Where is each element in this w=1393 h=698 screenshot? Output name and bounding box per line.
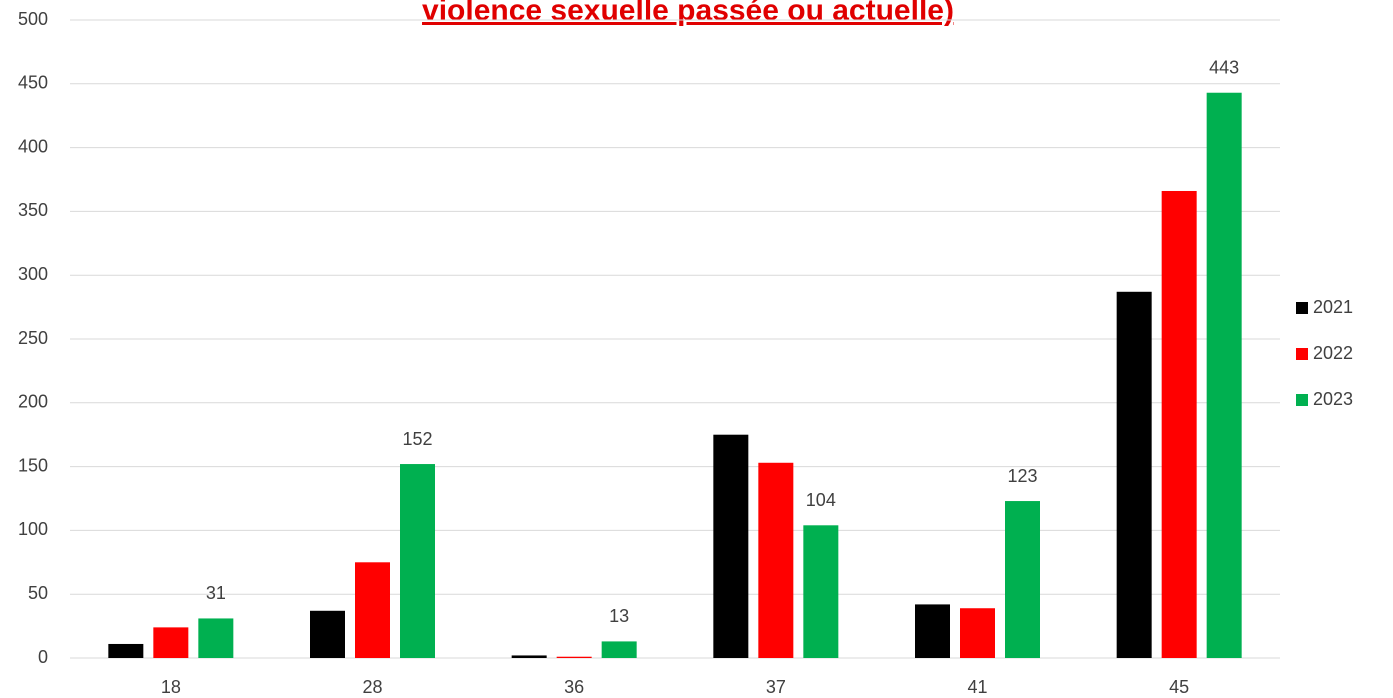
bar [355, 562, 390, 658]
x-tick-label: 45 [1169, 677, 1189, 697]
y-tick-label: 250 [18, 328, 48, 348]
legend-swatch [1296, 302, 1308, 314]
x-tick-label: 41 [967, 677, 987, 697]
data-label: 123 [1007, 466, 1037, 486]
y-tick-label: 450 [18, 73, 48, 93]
data-label: 152 [402, 429, 432, 449]
y-tick-label: 350 [18, 200, 48, 220]
legend-label: 2021 [1313, 297, 1353, 317]
data-label: 13 [609, 606, 629, 626]
y-tick-label: 400 [18, 136, 48, 156]
chart-title: violence sexuelle passée ou actuelle) [422, 0, 954, 27]
data-label: 31 [206, 583, 226, 603]
bar [960, 608, 995, 658]
bar [108, 643, 144, 658]
y-tick-label: 50 [28, 583, 48, 603]
bar [713, 434, 749, 658]
x-tick-label: 28 [362, 677, 382, 697]
bar [915, 604, 950, 658]
bar [758, 462, 794, 658]
data-label: 443 [1209, 57, 1239, 77]
bar [556, 656, 592, 658]
bar [1161, 190, 1197, 658]
y-tick-label: 150 [18, 455, 48, 475]
x-tick-label: 36 [564, 677, 584, 697]
bar [803, 525, 839, 658]
bar [1206, 92, 1242, 659]
bar [1005, 501, 1040, 658]
y-tick-label: 200 [18, 392, 48, 412]
legend-swatch [1296, 348, 1308, 360]
legend-swatch [1296, 394, 1308, 406]
bar [198, 618, 234, 658]
bar [601, 641, 637, 658]
bar [153, 627, 189, 658]
y-tick-label: 500 [18, 9, 48, 29]
bar [1116, 291, 1152, 658]
x-tick-label: 37 [766, 677, 786, 697]
y-tick-label: 100 [18, 519, 48, 539]
x-tick-label: 18 [161, 677, 181, 697]
bar [511, 655, 547, 658]
legend-label: 2022 [1313, 343, 1353, 363]
data-label: 104 [806, 490, 836, 510]
legend-label: 2023 [1313, 389, 1353, 409]
y-tick-label: 0 [38, 647, 48, 667]
y-tick-label: 300 [18, 264, 48, 284]
bar [400, 464, 435, 658]
bar [310, 610, 345, 658]
